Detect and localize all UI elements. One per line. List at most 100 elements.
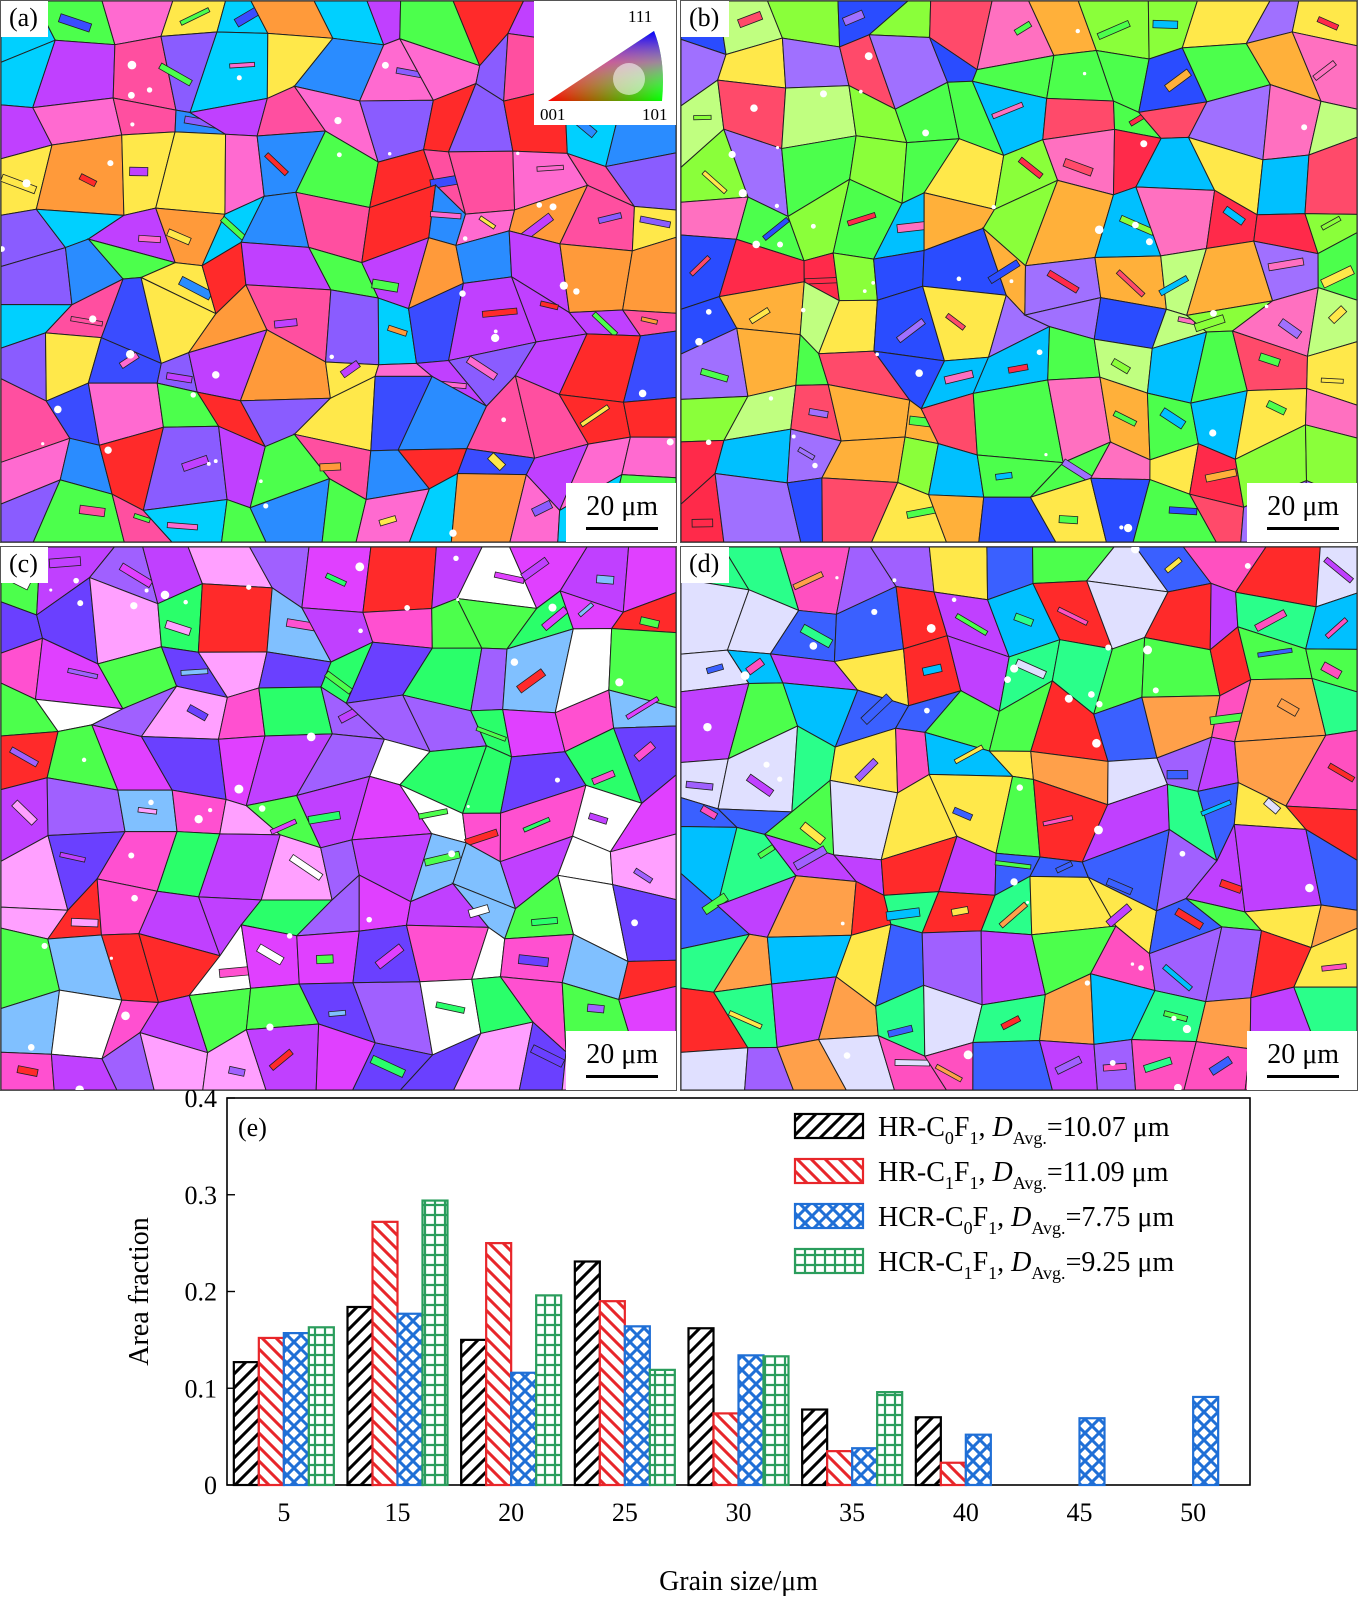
legend-swatch [793, 1112, 865, 1140]
unindexed-spot [329, 354, 334, 360]
grain [622, 547, 676, 613]
unindexed-spot [1084, 980, 1090, 986]
twin-band [1158, 274, 1190, 297]
twin-band [530, 499, 554, 517]
unindexed-spot [448, 850, 456, 858]
twin-band [1110, 357, 1132, 375]
unindexed-spot [462, 236, 468, 241]
unindexed-spot [81, 757, 87, 763]
twin-band [1112, 410, 1138, 427]
grain [1284, 805, 1357, 861]
twin-band [1174, 907, 1205, 931]
legend-entry: HR-C0F1, DAvg.=10.07 μm [878, 1112, 1170, 1148]
unindexed-spot [951, 597, 957, 603]
unindexed-spot [208, 807, 213, 813]
twin-band [808, 408, 829, 419]
unindexed-spot [536, 202, 543, 208]
twin-band [229, 61, 256, 69]
unindexed-spot [666, 438, 674, 446]
twin-band [516, 668, 547, 694]
unindexed-spot [1105, 644, 1112, 651]
unindexed-spot [1016, 784, 1023, 791]
unindexed-spot [194, 814, 203, 824]
unindexed-spot [559, 281, 568, 290]
unindexed-spot [358, 628, 363, 634]
bar [876, 1391, 904, 1487]
legend-swatch [793, 1157, 865, 1185]
twin-band [164, 619, 192, 637]
unindexed-spot [738, 189, 747, 198]
grain [612, 725, 676, 805]
unindexed-spot [1064, 694, 1073, 703]
unindexed-spot [858, 89, 863, 94]
twin-band [1017, 156, 1044, 180]
twin-band [701, 170, 728, 195]
grain [355, 488, 431, 542]
panel-label-b: (b) [681, 1, 730, 37]
twin-band [374, 943, 405, 970]
unindexed-spot [1119, 525, 1124, 530]
unindexed-spot [1025, 900, 1030, 904]
unindexed-spot [991, 204, 996, 210]
unindexed-spot [810, 223, 816, 229]
unindexed-spot [109, 956, 113, 960]
grain [622, 236, 676, 314]
grain [776, 1038, 847, 1090]
twin-band [745, 657, 766, 676]
twin-band [887, 1024, 914, 1038]
twin-band [797, 446, 816, 461]
twin-band [227, 1065, 246, 1077]
twin-band [9, 746, 40, 768]
grain [139, 1031, 209, 1090]
twin-band [1327, 762, 1356, 783]
grain [714, 472, 802, 542]
twin-band [328, 1009, 347, 1018]
grain [817, 1035, 895, 1090]
twin-band [943, 369, 975, 385]
unindexed-spot [62, 997, 67, 1003]
bar [939, 1461, 967, 1487]
twin-band [1115, 269, 1146, 298]
bar [346, 1305, 374, 1487]
bar [232, 1361, 260, 1487]
twin-band [1062, 157, 1094, 177]
bar [964, 1433, 992, 1487]
twin-band [639, 616, 661, 629]
twin-band [339, 359, 361, 379]
unindexed-spot [259, 479, 263, 484]
unindexed-spot [775, 146, 780, 150]
unindexed-spot [1044, 452, 1048, 457]
twin-band [597, 212, 623, 225]
twin-band [465, 355, 499, 381]
twin-band [577, 602, 595, 618]
unindexed-spot [1123, 523, 1133, 533]
unindexed-spot [246, 584, 252, 590]
unindexed-spot [131, 894, 138, 902]
unindexed-spot [1096, 700, 1103, 708]
unindexed-spot [334, 116, 342, 125]
twin-band [158, 62, 193, 87]
twin-band [689, 254, 712, 277]
unindexed-spot [1130, 547, 1140, 554]
unindexed-spot [236, 75, 242, 81]
unindexed-spot [148, 799, 154, 806]
unindexed-spot [1171, 1015, 1177, 1022]
bar [914, 1416, 942, 1487]
unindexed-spot [1179, 850, 1186, 857]
unindexed-spot [54, 405, 62, 414]
twin-band [1105, 877, 1134, 896]
unindexed-spot [183, 599, 188, 605]
twin-band [48, 556, 82, 569]
twin-band [1013, 612, 1035, 627]
bar [573, 1260, 601, 1487]
bar [762, 1355, 790, 1487]
twin-band [1159, 407, 1187, 430]
unindexed-spot [631, 919, 638, 927]
twin-band [945, 312, 967, 331]
grain [1305, 592, 1357, 650]
unindexed-spot [404, 605, 410, 611]
twin-band [748, 307, 771, 325]
ipf-triangle [548, 31, 663, 101]
bar [598, 1300, 626, 1487]
unindexed-spot [306, 732, 316, 742]
